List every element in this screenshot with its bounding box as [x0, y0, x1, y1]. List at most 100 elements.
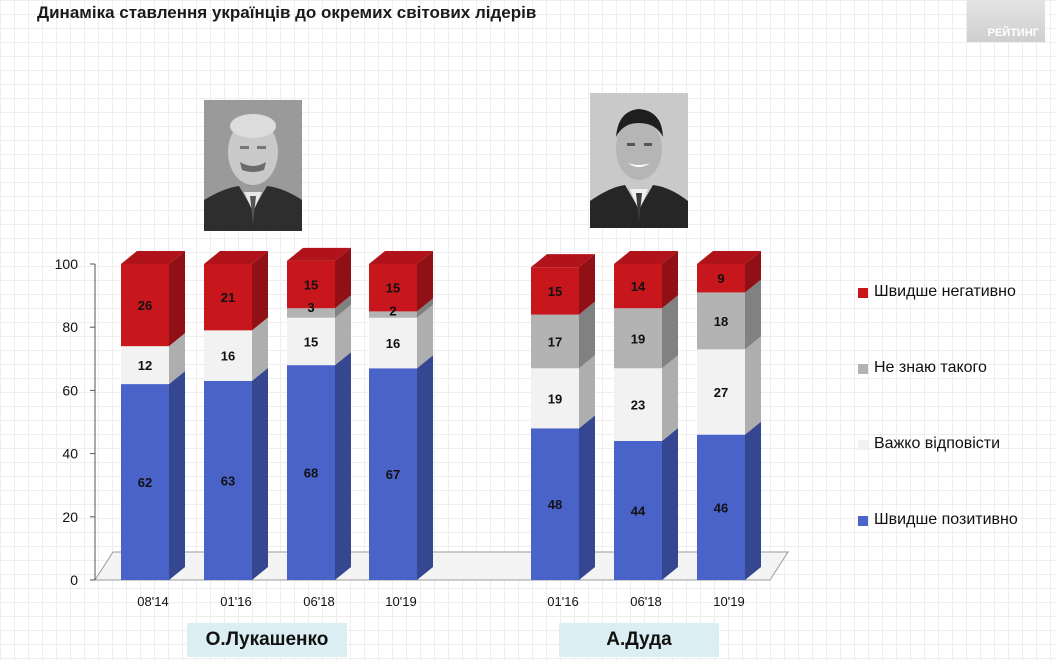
- data-label: 21: [221, 290, 235, 305]
- group-label-lukashenko: О.Лукашенко: [187, 623, 347, 657]
- bar-stack: 67 16 2 15: [369, 251, 433, 580]
- data-label: 62: [138, 475, 152, 490]
- data-label: 3: [307, 300, 314, 315]
- bar-segment-side: [335, 295, 351, 318]
- bar-segment-side: [745, 336, 761, 435]
- data-label: 14: [631, 279, 646, 294]
- bar-segment-side: [745, 251, 761, 293]
- bar-segment-front: [121, 264, 169, 347]
- y-tick-label: 40: [62, 446, 78, 462]
- data-label: 27: [714, 385, 728, 400]
- legend-label-hard-to-say: Важко відповісти: [874, 435, 1001, 452]
- data-label: 67: [386, 467, 400, 482]
- bar-stack: 62 12 26: [121, 251, 185, 580]
- bar-segment-front: [531, 267, 579, 315]
- bar-segment-front: [121, 384, 169, 580]
- brand-logo: РЕЙТИНГ: [967, 0, 1045, 42]
- data-label: 15: [304, 334, 318, 349]
- x-tick-label: 01'16: [220, 594, 251, 609]
- bar-segment-side: [745, 421, 761, 580]
- bar-segment-side: [417, 355, 433, 580]
- bar-top-face: [369, 251, 433, 264]
- data-label: 63: [221, 473, 235, 488]
- duda-photo: [590, 93, 688, 228]
- bar-top-face: [697, 251, 761, 264]
- bar-segment-front: [287, 317, 335, 366]
- data-label: 2: [389, 303, 396, 318]
- bars: 62 12 26 63 16 21 68 15 3 15 67 16 2 15 48 19 17 15 44 23 19…: [121, 247, 761, 580]
- data-label: 68: [304, 466, 318, 481]
- data-label: 44: [631, 503, 646, 518]
- bar-top-face: [287, 247, 351, 261]
- data-label: 9: [717, 271, 724, 286]
- x-tick-label: 01'16: [547, 594, 578, 609]
- brand-label: РЕЙТИНГ: [987, 27, 1039, 39]
- bar-segment-front: [531, 368, 579, 429]
- data-label: 15: [386, 281, 400, 296]
- bar-segment-side: [579, 415, 595, 580]
- bar-segment-side: [335, 247, 351, 309]
- legend-swatch-hard-to-say: [858, 440, 868, 450]
- bar-segment-side: [335, 352, 351, 580]
- x-tick-label: 10'19: [385, 594, 416, 609]
- y-axis: 0 20 40 60 80 100: [55, 256, 96, 588]
- y-tick-label: 80: [62, 319, 78, 335]
- bar-segment-side: [662, 251, 678, 309]
- x-axis-labels: 08'14 01'16 06'18 10'19 01'16 06'18 10'19: [137, 594, 744, 609]
- bar-segment-side: [745, 279, 761, 350]
- bar-top-face: [121, 251, 185, 264]
- x-tick-label: 10'19: [713, 594, 744, 609]
- bar-top-face: [204, 251, 268, 264]
- bar-segment-front: [614, 308, 662, 369]
- bar-segment-front: [204, 380, 252, 580]
- bar-segment-side: [579, 355, 595, 429]
- bar-segment-front: [287, 308, 335, 318]
- chart-floor: [94, 551, 789, 581]
- bar-segment-side: [417, 298, 433, 318]
- bar-segment-side: [169, 333, 185, 385]
- x-tick-label: 06'18: [303, 594, 334, 609]
- bar-segment-side: [252, 317, 268, 381]
- bar-segment-front: [614, 368, 662, 441]
- bar-segment-side: [662, 295, 678, 369]
- bar-segment-side: [252, 367, 268, 580]
- lukashenko-photo: [204, 100, 302, 231]
- bar-segment-front: [369, 264, 417, 312]
- y-tick-label: 0: [70, 572, 78, 588]
- legend-label-positive: Швидше позитивно: [874, 511, 1018, 528]
- bar-segment-front: [287, 260, 335, 309]
- legend-label-negative: Швидше негативно: [874, 283, 1016, 300]
- y-tick-label: 100: [55, 256, 79, 272]
- bar-segment-front: [121, 346, 169, 385]
- bar-segment-front: [614, 440, 662, 580]
- legend-swatch-unknown: [858, 364, 868, 374]
- bar-segment-front: [204, 330, 252, 381]
- data-label: 17: [548, 334, 562, 349]
- bar-stack: 48 19 17 15: [531, 254, 595, 580]
- data-label: 46: [714, 500, 728, 515]
- bar-segment-side: [662, 355, 678, 441]
- bar-segment-side: [662, 427, 678, 580]
- bar-segment-side: [417, 251, 433, 312]
- legend-swatch-negative: [858, 288, 868, 298]
- data-label: 23: [631, 398, 645, 413]
- bar-segment-front: [697, 349, 745, 435]
- data-label: 48: [548, 497, 562, 512]
- data-label: 16: [386, 336, 400, 351]
- legend-label-unknown: Не знаю такого: [874, 359, 987, 376]
- bar-segment-side: [579, 301, 595, 369]
- bar-segment-side: [252, 251, 268, 331]
- bar-stack: 63 16 21: [204, 251, 268, 580]
- bar-segment-side: [335, 304, 351, 366]
- data-label: 19: [631, 331, 645, 346]
- bar-segment-front: [531, 428, 579, 580]
- bar-segment-front: [614, 264, 662, 309]
- chart-title: Динаміка ставлення українців до окремих …: [37, 3, 537, 22]
- bar-stack: 46 27 18 9: [697, 251, 761, 580]
- bar-segment-front: [287, 365, 335, 580]
- bar-segment-front: [369, 317, 417, 369]
- group-label-duda: А.Дуда: [559, 623, 719, 657]
- bar-segment-side: [579, 254, 595, 315]
- bar-segment-side: [417, 304, 433, 369]
